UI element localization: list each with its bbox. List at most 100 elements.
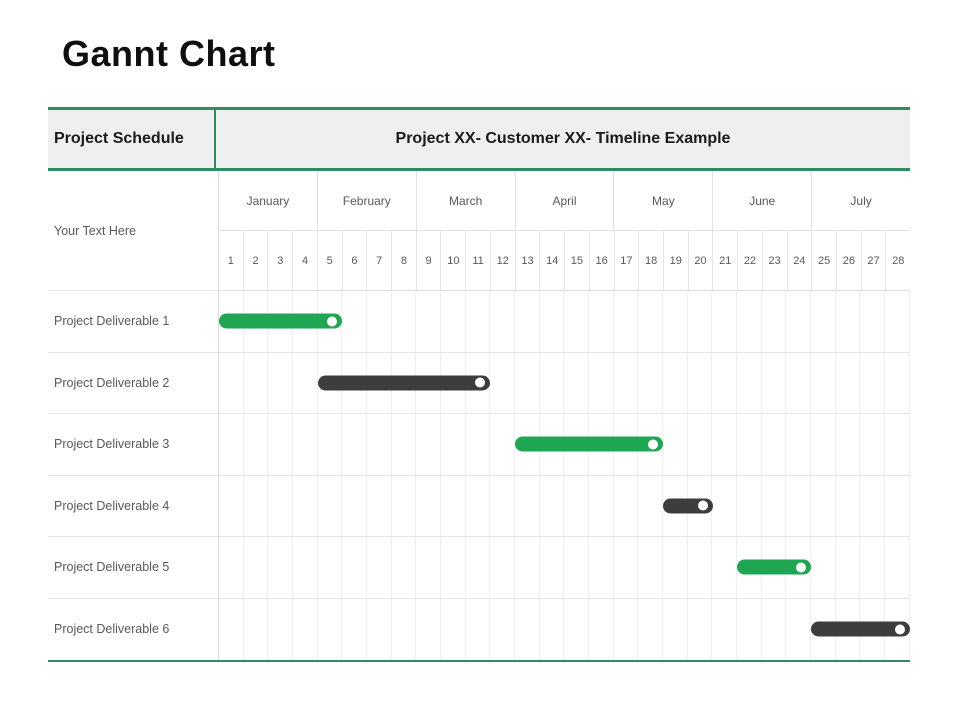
grid-cell [786,291,812,352]
row-label-placeholder: Your Text Here [48,171,218,291]
gantt-bar [811,621,910,637]
grid-cell [318,414,343,475]
grid-cell [860,475,886,536]
gantt-row [219,352,910,414]
grid-cell [293,598,318,660]
grid-cell [490,291,516,352]
grid-cell [663,414,688,475]
grid-cell [318,475,343,536]
grid-cell [466,598,491,660]
grid-cell [811,475,836,536]
grid-cell [737,414,762,475]
grid-cell [762,352,787,413]
grid-cell [688,352,713,413]
grid-cell [860,414,886,475]
grid-cell [318,598,343,660]
grid-cell [860,291,886,352]
row-label: Project Deliverable 2 [48,353,218,414]
bar-endpoint-dot [697,500,708,511]
grid-cell [244,598,269,660]
grid-cell [811,537,836,598]
grid-cell [367,598,392,660]
gantt-row [219,537,910,599]
grid-cell [737,598,762,660]
gantt-table: Project Schedule Project XX- Customer XX… [48,107,910,662]
grid-cell [564,598,590,660]
day-cell: 6 [343,231,368,290]
gantt-bar [737,559,812,575]
month-cell-may: May [614,171,714,230]
grid-cell [416,598,442,660]
day-cell: 5 [318,231,343,290]
grid-cell [614,537,639,598]
day-cell: 27 [862,231,887,290]
grid-cell [786,414,812,475]
grid-cell [564,475,590,536]
grid-cell [441,291,466,352]
day-cell: 19 [664,231,689,290]
grid-cell [712,414,738,475]
grid-cell [589,537,614,598]
day-cell: 24 [788,231,813,290]
gantt-row [219,475,910,537]
bar-endpoint-dot [894,624,905,635]
day-cell: 1 [219,231,244,290]
grid-cell [342,537,368,598]
day-cell: 15 [565,231,590,290]
grid-cell [564,537,590,598]
grid-cell [712,475,738,536]
gantt-rows-area [219,291,910,660]
grid-cell [219,475,244,536]
day-cell: 7 [367,231,393,290]
grid-cell [836,414,861,475]
grid-cell [836,475,861,536]
day-cell: 13 [516,231,541,290]
grid-cell [614,475,639,536]
grid-cell [836,291,861,352]
grid-cell [762,475,787,536]
grid-cell [589,291,614,352]
grid-cell [737,475,762,536]
row-label: Project Deliverable 3 [48,414,218,476]
day-cell: 16 [590,231,615,290]
month-cell-march: March [417,171,516,230]
grid-cell [244,352,269,413]
grid-cell [490,598,516,660]
grid-cell [219,598,244,660]
table-header-row: Project Schedule Project XX- Customer XX… [48,107,910,171]
day-cell: 18 [639,231,664,290]
bar-endpoint-dot [648,439,659,450]
grid-cell [367,414,392,475]
grid-cell [367,475,392,536]
grid-cell [540,352,565,413]
grid-cell [268,475,294,536]
day-cell: 8 [392,231,417,290]
grid-cell [515,598,540,660]
month-header-row: January February March April May June July [219,171,910,231]
grid-cell [515,291,540,352]
gantt-row [219,291,910,353]
day-cell: 9 [417,231,442,290]
grid-cell [540,598,565,660]
grid-cell [737,352,762,413]
grid-cell [268,598,294,660]
day-cell: 25 [812,231,837,290]
grid-cell [860,537,886,598]
grid-cell [293,537,318,598]
grid-cell [342,291,368,352]
grid-cell [885,537,910,598]
grid-cell [663,537,688,598]
grid-cell [441,598,466,660]
grid-cell [367,537,392,598]
grid-cell [663,598,688,660]
row-label: Project Deliverable 4 [48,476,218,537]
grid-cell [441,414,466,475]
gantt-row [219,414,910,476]
grid-cell [515,352,540,413]
day-cell: 3 [268,231,294,290]
month-cell-january: January [219,171,318,230]
grid-cell [416,537,442,598]
schedule-header-cell: Project Schedule [48,110,216,168]
grid-cell [638,537,664,598]
